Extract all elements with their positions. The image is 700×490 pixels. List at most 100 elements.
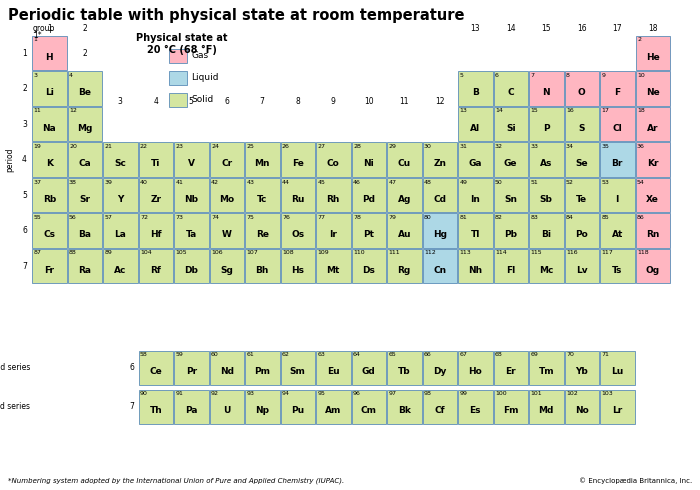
Text: Na: Na xyxy=(43,124,56,133)
Text: 32: 32 xyxy=(495,144,503,149)
Bar xyxy=(67,249,102,284)
Text: 93: 93 xyxy=(246,391,255,396)
Text: La: La xyxy=(114,230,126,240)
Text: 92: 92 xyxy=(211,391,219,396)
Bar xyxy=(169,93,186,107)
Text: W: W xyxy=(222,230,232,240)
Text: 6: 6 xyxy=(22,226,27,235)
Text: Mc: Mc xyxy=(539,266,554,275)
Bar xyxy=(316,350,351,385)
Text: Zr: Zr xyxy=(150,195,161,204)
Bar xyxy=(351,178,386,213)
Bar xyxy=(423,390,457,424)
Bar xyxy=(245,143,279,177)
Text: Mg: Mg xyxy=(77,124,92,133)
Bar xyxy=(564,107,599,142)
Text: 6: 6 xyxy=(224,97,229,106)
Text: 43: 43 xyxy=(246,179,255,185)
Text: 12: 12 xyxy=(69,108,77,114)
Text: Os: Os xyxy=(291,230,304,240)
Text: Nh: Nh xyxy=(468,266,482,275)
Text: S: S xyxy=(578,124,585,133)
Text: 80: 80 xyxy=(424,215,432,220)
Text: Solid: Solid xyxy=(192,96,214,104)
Text: 10: 10 xyxy=(637,73,645,78)
Text: 86: 86 xyxy=(637,215,645,220)
Text: 49: 49 xyxy=(459,179,468,185)
Bar xyxy=(209,178,244,213)
Text: 111: 111 xyxy=(389,250,400,255)
Bar xyxy=(245,390,279,424)
Text: 41: 41 xyxy=(176,179,183,185)
Bar xyxy=(351,249,386,284)
Bar xyxy=(600,249,634,284)
Text: 85: 85 xyxy=(601,215,609,220)
Text: Gas: Gas xyxy=(192,51,209,60)
Bar xyxy=(245,178,279,213)
Bar xyxy=(494,143,528,177)
Text: Am: Am xyxy=(325,406,342,416)
Text: Tb: Tb xyxy=(398,368,411,376)
Text: 18: 18 xyxy=(637,108,645,114)
Bar xyxy=(67,178,102,213)
Text: 101: 101 xyxy=(531,391,542,396)
Text: 83: 83 xyxy=(531,215,538,220)
Bar xyxy=(139,214,173,248)
Text: 15: 15 xyxy=(541,24,551,33)
Text: 75: 75 xyxy=(246,215,254,220)
Text: U: U xyxy=(223,406,230,416)
Bar xyxy=(458,350,493,385)
Text: group: group xyxy=(33,24,55,33)
Text: Cs: Cs xyxy=(43,230,55,240)
Text: 66: 66 xyxy=(424,352,432,357)
Text: 57: 57 xyxy=(104,215,113,220)
Bar xyxy=(494,107,528,142)
Text: 7: 7 xyxy=(260,97,265,106)
Text: At: At xyxy=(612,230,623,240)
Text: Physical state at
20 °C (68 °F): Physical state at 20 °C (68 °F) xyxy=(136,33,228,55)
Text: Rh: Rh xyxy=(327,195,340,204)
Text: Og: Og xyxy=(645,266,660,275)
Text: 73: 73 xyxy=(176,215,183,220)
Bar xyxy=(494,249,528,284)
Bar xyxy=(458,72,493,106)
Text: V: V xyxy=(188,159,195,169)
Text: Mo: Mo xyxy=(219,195,234,204)
Text: 26: 26 xyxy=(282,144,290,149)
Bar xyxy=(564,143,599,177)
Text: Po: Po xyxy=(575,230,588,240)
Text: Kr: Kr xyxy=(647,159,659,169)
Text: 17: 17 xyxy=(601,108,610,114)
Bar xyxy=(387,249,421,284)
Text: actinoid series: actinoid series xyxy=(0,402,30,411)
Bar xyxy=(32,214,66,248)
Text: Hf: Hf xyxy=(150,230,162,240)
Bar xyxy=(636,214,670,248)
Text: 24: 24 xyxy=(211,144,219,149)
Text: 77: 77 xyxy=(318,215,326,220)
Text: 38: 38 xyxy=(69,179,77,185)
Text: 2: 2 xyxy=(637,38,641,43)
Bar xyxy=(281,178,315,213)
Text: Ce: Ce xyxy=(149,368,162,376)
Bar xyxy=(316,178,351,213)
Bar xyxy=(67,143,102,177)
Text: Sc: Sc xyxy=(114,159,126,169)
Text: 91: 91 xyxy=(176,391,183,396)
Bar xyxy=(209,214,244,248)
Text: 68: 68 xyxy=(495,352,503,357)
Text: 116: 116 xyxy=(566,250,578,255)
Text: 82: 82 xyxy=(495,215,503,220)
Bar xyxy=(32,72,66,106)
Text: Cn: Cn xyxy=(433,266,447,275)
Bar xyxy=(423,143,457,177)
Bar xyxy=(281,143,315,177)
Text: 40: 40 xyxy=(140,179,148,185)
Text: 51: 51 xyxy=(531,179,538,185)
Bar xyxy=(281,390,315,424)
Bar xyxy=(32,107,66,142)
Text: Dy: Dy xyxy=(433,368,447,376)
Text: 42: 42 xyxy=(211,179,219,185)
Text: Fm: Fm xyxy=(503,406,519,416)
Bar xyxy=(245,214,279,248)
